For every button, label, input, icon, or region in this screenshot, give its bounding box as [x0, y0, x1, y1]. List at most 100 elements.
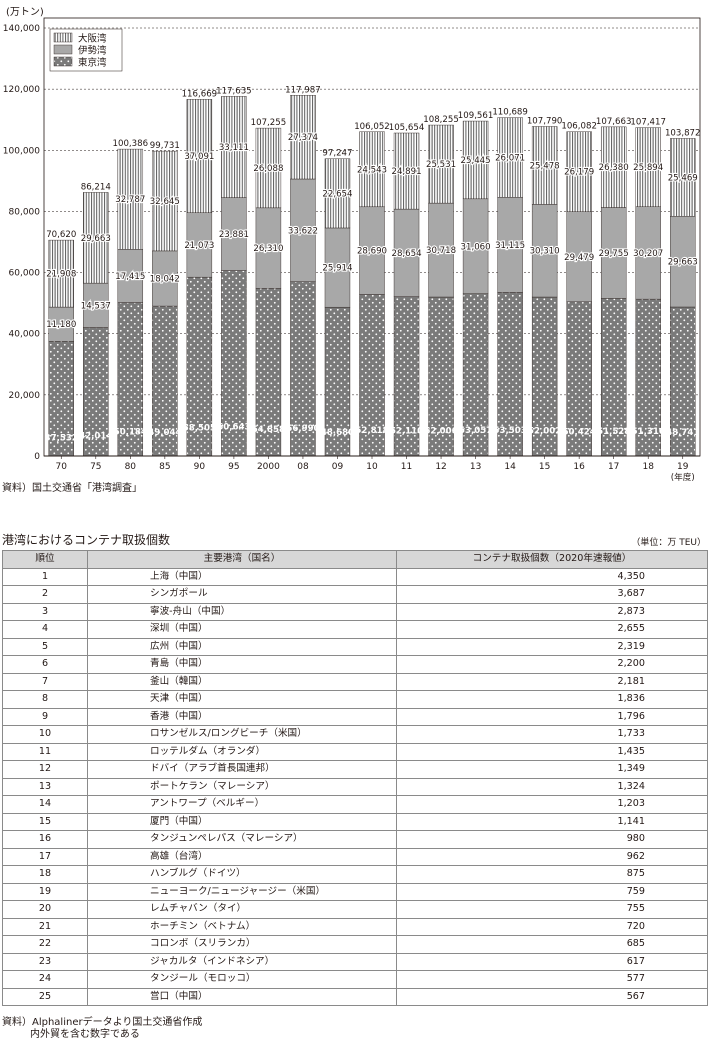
data-label-tokyo: 54,858 [252, 425, 285, 435]
table-row: 2 シンガポール 3,687 [2, 585, 708, 604]
data-label-ise: 14,537 [81, 301, 111, 311]
data-label-tokyo: 37,532 [45, 434, 78, 444]
bar-segment-ise [359, 206, 385, 295]
data-label-tokyo: 50,184 [114, 427, 147, 437]
total-label: 107,663 [596, 117, 632, 127]
rank-cell: 23 [2, 953, 88, 971]
bar-segment-tokyo [221, 270, 247, 457]
table-row: 1 上海（中国） 4,350 [2, 568, 708, 586]
data-label-osaka: 32,645 [150, 197, 180, 207]
x-tick-label: 90 [194, 462, 206, 472]
table-row: 16 タンジュンペレパス（マレーシア） 980 [2, 830, 708, 849]
data-label-osaka: 25,894 [633, 163, 663, 173]
bar-segment-tokyo [428, 296, 454, 457]
bar-segment-tokyo [186, 276, 213, 457]
bar-segment-osaka [635, 127, 661, 207]
table-row: 6 青島（中国） 2,200 [2, 655, 708, 674]
data-label-ise: 26,310 [253, 244, 283, 254]
rank-cell: 6 [2, 655, 88, 674]
legend-label: 東京湾 [78, 57, 107, 69]
data-label-osaka: 24,891 [391, 167, 421, 177]
port-cell: アントワープ（ベルギー） [87, 795, 397, 814]
data-label-ise: 29,755 [599, 249, 629, 259]
port-cell: ロッテルダム（オランダ） [87, 743, 397, 761]
volume-cell: 759 [396, 883, 708, 901]
x-tick-label: 09 [332, 462, 344, 472]
header-port: 主要港湾（国名） [87, 550, 397, 569]
x-tick-label: 19 [677, 462, 689, 472]
data-label-ise: 30,718 [426, 246, 456, 256]
data-label-tokyo: 56,990 [286, 424, 319, 434]
bar-segment-osaka [428, 124, 454, 204]
port-cell: ホーチミン（ベトナム） [87, 918, 397, 936]
data-label-osaka: 25,445 [461, 156, 491, 166]
table-row: 3 寧波-舟山（中国） 2,873 [2, 603, 708, 621]
total-label: 86,214 [81, 182, 111, 192]
bar-segment-osaka [186, 99, 213, 213]
total-label: 109,561 [458, 111, 494, 121]
legend-swatch [53, 44, 73, 55]
x-tick-label: 85 [159, 462, 170, 472]
total-label: 97,247 [322, 149, 352, 159]
volume-cell: 617 [396, 953, 708, 971]
total-label: 106,082 [561, 122, 597, 132]
y-tick-label: 120,000 [3, 85, 40, 95]
data-label-ise: 21,073 [184, 241, 214, 251]
volume-cell: 1,435 [396, 743, 708, 761]
bar-segment-ise [600, 207, 627, 299]
volume-cell: 1,796 [396, 708, 708, 726]
table-row: 8 天津（中国） 1,836 [2, 690, 708, 709]
total-label: 106,052 [354, 122, 390, 132]
total-label: 117,635 [216, 86, 252, 96]
table-row: 14 アントワープ（ベルギー） 1,203 [2, 795, 708, 814]
data-label-tokyo: 52,110 [390, 427, 423, 437]
volume-cell: 1,141 [396, 813, 708, 831]
chart-canvas: 37,532 11,180 21,908 70,620 42,014 14,537 29,6… [3, 7, 701, 483]
table-row: 18 ハンブルグ（ドイツ） 875 [2, 865, 708, 884]
bar-segment-osaka [566, 131, 592, 212]
rank-cell: 20 [2, 900, 88, 919]
table-unit: （単位：万 TEU） [631, 538, 706, 548]
axis-layer: 0 20,000 40,000 60,000 80,000 100,000 120,000 1… [3, 7, 700, 483]
data-label-tokyo: 48,741 [666, 428, 699, 438]
bar-segment-osaka [117, 148, 144, 250]
table-row: 22 コロンボ（スリランカ） 685 [2, 935, 708, 954]
bar-segment-osaka [83, 192, 109, 284]
bar-segment-ise [117, 249, 144, 303]
volume-cell: 1,324 [396, 778, 708, 796]
bar-segment-ise [255, 207, 282, 289]
data-label-osaka: 26,071 [495, 153, 525, 163]
bar-segment-ise [152, 250, 178, 307]
rank-cell: 2 [2, 585, 88, 604]
port-cell: 深圳（中国） [87, 620, 397, 639]
total-label: 107,417 [630, 118, 666, 128]
x-tick-label: 2000 [257, 462, 280, 472]
data-label-tokyo: 51,316 [632, 427, 665, 437]
total-label: 105,654 [389, 123, 425, 133]
port-cell: コロンボ（スリランカ） [87, 935, 397, 954]
y-tick-label: 60,000 [9, 269, 41, 279]
bar-segment-ise [462, 198, 489, 294]
bar-segment-tokyo [497, 292, 523, 457]
x-unit-note: (年度) [671, 471, 695, 483]
table-row: 12 ドバイ（アラブ首長国連邦） 1,349 [2, 760, 708, 779]
table-row: 10 ロサンゼルス/ロングビーチ（米国） 1,733 [2, 725, 708, 744]
y-tick-label: 80,000 [9, 207, 41, 217]
bar-segment-osaka [152, 150, 178, 252]
rank-cell: 18 [2, 865, 88, 884]
bar-segment-osaka [531, 126, 558, 205]
legend-label: 伊勢湾 [78, 45, 107, 57]
volume-cell: 567 [396, 988, 708, 1006]
table-body: 1 上海（中国） 4,350 2 シンガポール 3,687 3 寧波-舟山（中国） 2,873 4… [2, 568, 708, 1006]
x-tick-label: 15 [539, 462, 550, 472]
y-tick-label: 100,000 [3, 146, 40, 156]
bar-segment-osaka [462, 120, 489, 200]
bar-segment-tokyo [531, 296, 558, 457]
table-row: 23 ジャカルタ（インドネシア） 617 [2, 953, 708, 971]
port-cell: 釜山（韓国） [87, 673, 397, 691]
data-label-ise: 17,415 [115, 272, 145, 282]
data-label-osaka: 33,111 [219, 143, 249, 153]
rank-cell: 12 [2, 760, 88, 779]
table-row: 13 ポートケラン（マレーシア） 1,324 [2, 778, 708, 796]
